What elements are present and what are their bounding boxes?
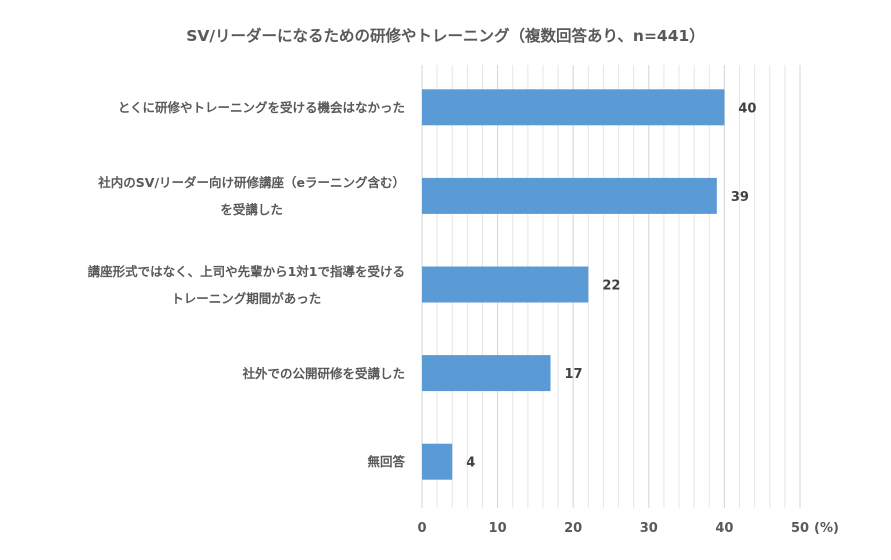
- x-tick-label: 10: [489, 521, 507, 536]
- data-label: 17: [565, 367, 583, 382]
- category-label: とくに研修やトレーニングを受ける機会はなかった: [118, 94, 405, 121]
- category-label-line: を受講した: [220, 201, 283, 217]
- category-label: 社内のSV/リーダー向け研修講座（eラーニング含む） を受講した: [98, 169, 405, 223]
- category-label: 講座形式ではなく、上司や先輩から1対1で指導を受ける トレーニング期間があった: [88, 258, 405, 312]
- category-label-line: トレーニング期間があった: [171, 290, 322, 306]
- x-tick-label: 40: [715, 521, 733, 536]
- chart-title: SV/リーダーになるための研修やトレーニング（複数回答あり、n=441）: [186, 27, 705, 45]
- bar: [422, 443, 453, 480]
- category-label: 無回答: [367, 448, 405, 475]
- bar: [422, 89, 725, 126]
- bar: [422, 177, 717, 214]
- x-tick-label: 20: [564, 521, 582, 536]
- category-label-line: とくに研修やトレーニングを受ける機会はなかった: [117, 99, 405, 115]
- bar: [422, 355, 551, 392]
- category-label-line: 無回答: [367, 454, 405, 470]
- data-label: 39: [731, 190, 749, 205]
- data-label: 22: [602, 279, 620, 294]
- x-tick-label: 50: [791, 521, 809, 536]
- category-label-line: 社内のSV/リーダー向け研修講座（eラーニング含む）: [98, 174, 405, 190]
- category-label-line: 講座形式ではなく、上司や先輩から1対1で指導を受ける: [87, 263, 405, 279]
- data-label: 4: [466, 456, 475, 471]
- data-label: 40: [738, 101, 756, 116]
- category-label: 社外での公開研修を受講した: [242, 360, 405, 387]
- x-tick-label: 30: [640, 521, 658, 536]
- category-label-line: 社外での公開研修を受講した: [242, 365, 405, 381]
- x-unit-label: (%): [814, 521, 839, 536]
- bar: [422, 266, 589, 303]
- x-tick-label: 0: [417, 521, 426, 536]
